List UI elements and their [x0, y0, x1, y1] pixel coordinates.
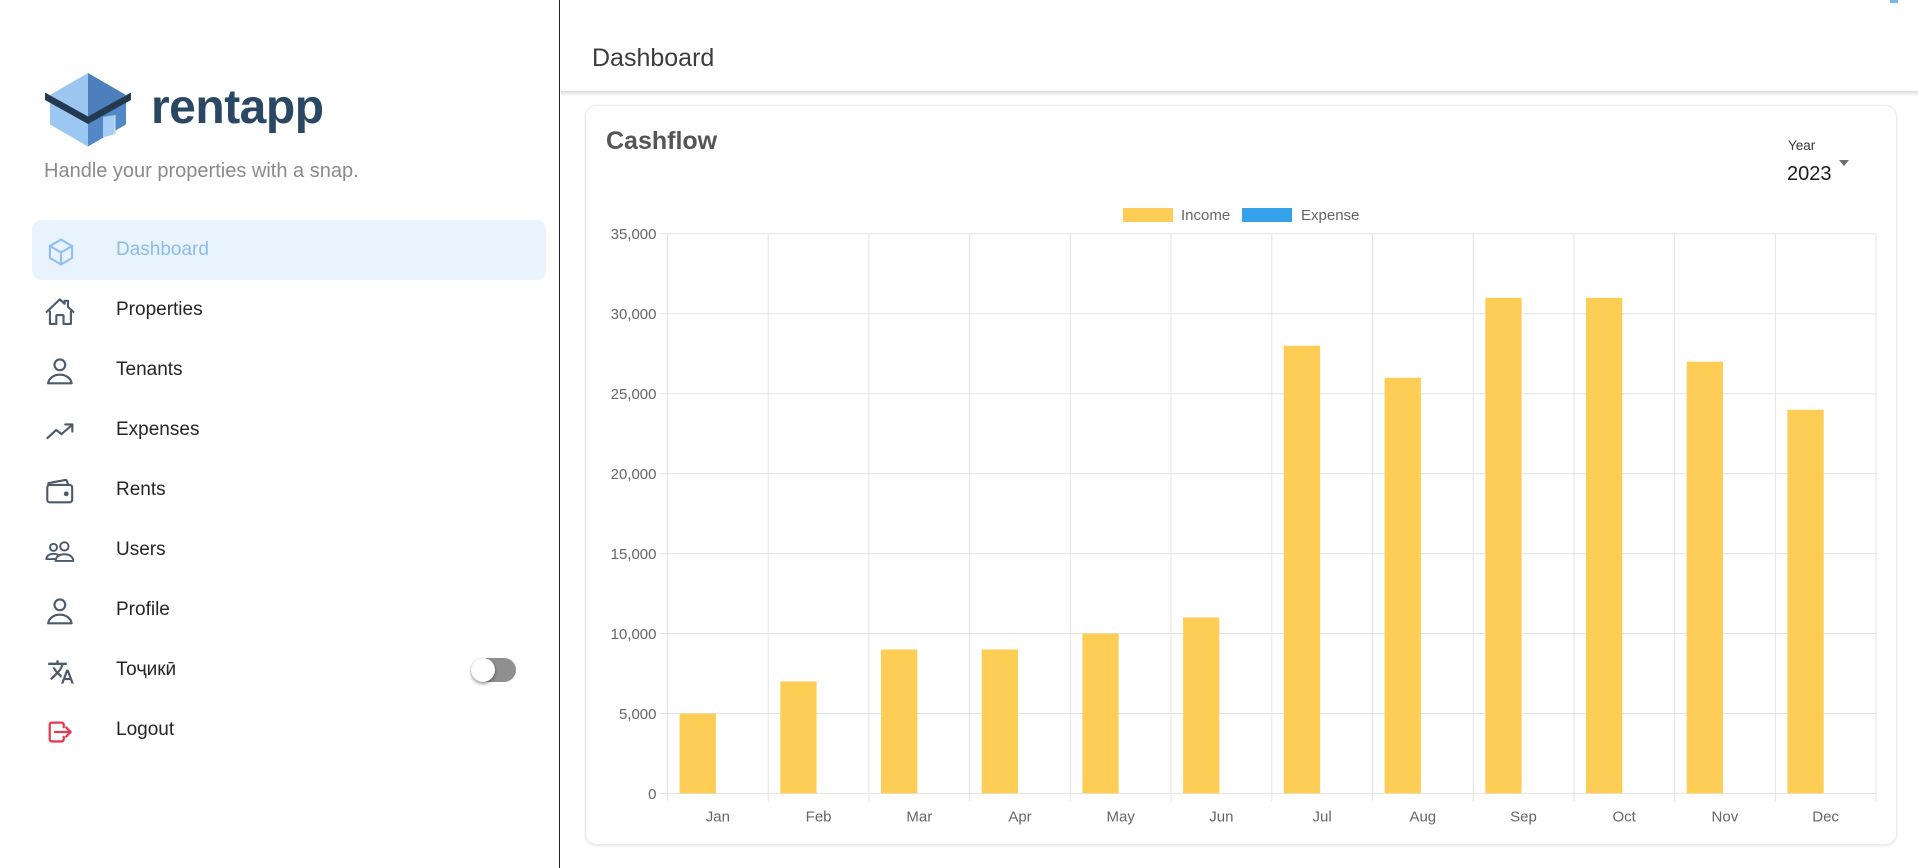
- svg-text:May: May: [1107, 809, 1136, 826]
- svg-text:10,000: 10,000: [611, 626, 657, 643]
- svg-text:25,000: 25,000: [611, 386, 657, 403]
- svg-text:0: 0: [648, 786, 656, 803]
- svg-text:Oct: Oct: [1613, 809, 1637, 826]
- svg-text:Jul: Jul: [1313, 809, 1332, 826]
- svg-text:35,000: 35,000: [611, 226, 657, 243]
- svg-text:5,000: 5,000: [619, 706, 657, 723]
- svg-text:15,000: 15,000: [611, 546, 657, 563]
- svg-text:Feb: Feb: [806, 809, 832, 826]
- svg-text:Jun: Jun: [1209, 809, 1233, 826]
- svg-text:Aug: Aug: [1409, 809, 1436, 826]
- svg-text:Apr: Apr: [1008, 809, 1031, 826]
- svg-text:20,000: 20,000: [611, 466, 657, 483]
- svg-text:Nov: Nov: [1712, 809, 1739, 826]
- svg-text:Jan: Jan: [706, 809, 730, 826]
- svg-text:Sep: Sep: [1510, 809, 1537, 826]
- svg-text:Mar: Mar: [906, 809, 932, 826]
- svg-text:Dec: Dec: [1812, 809, 1839, 826]
- svg-text:30,000: 30,000: [611, 306, 657, 323]
